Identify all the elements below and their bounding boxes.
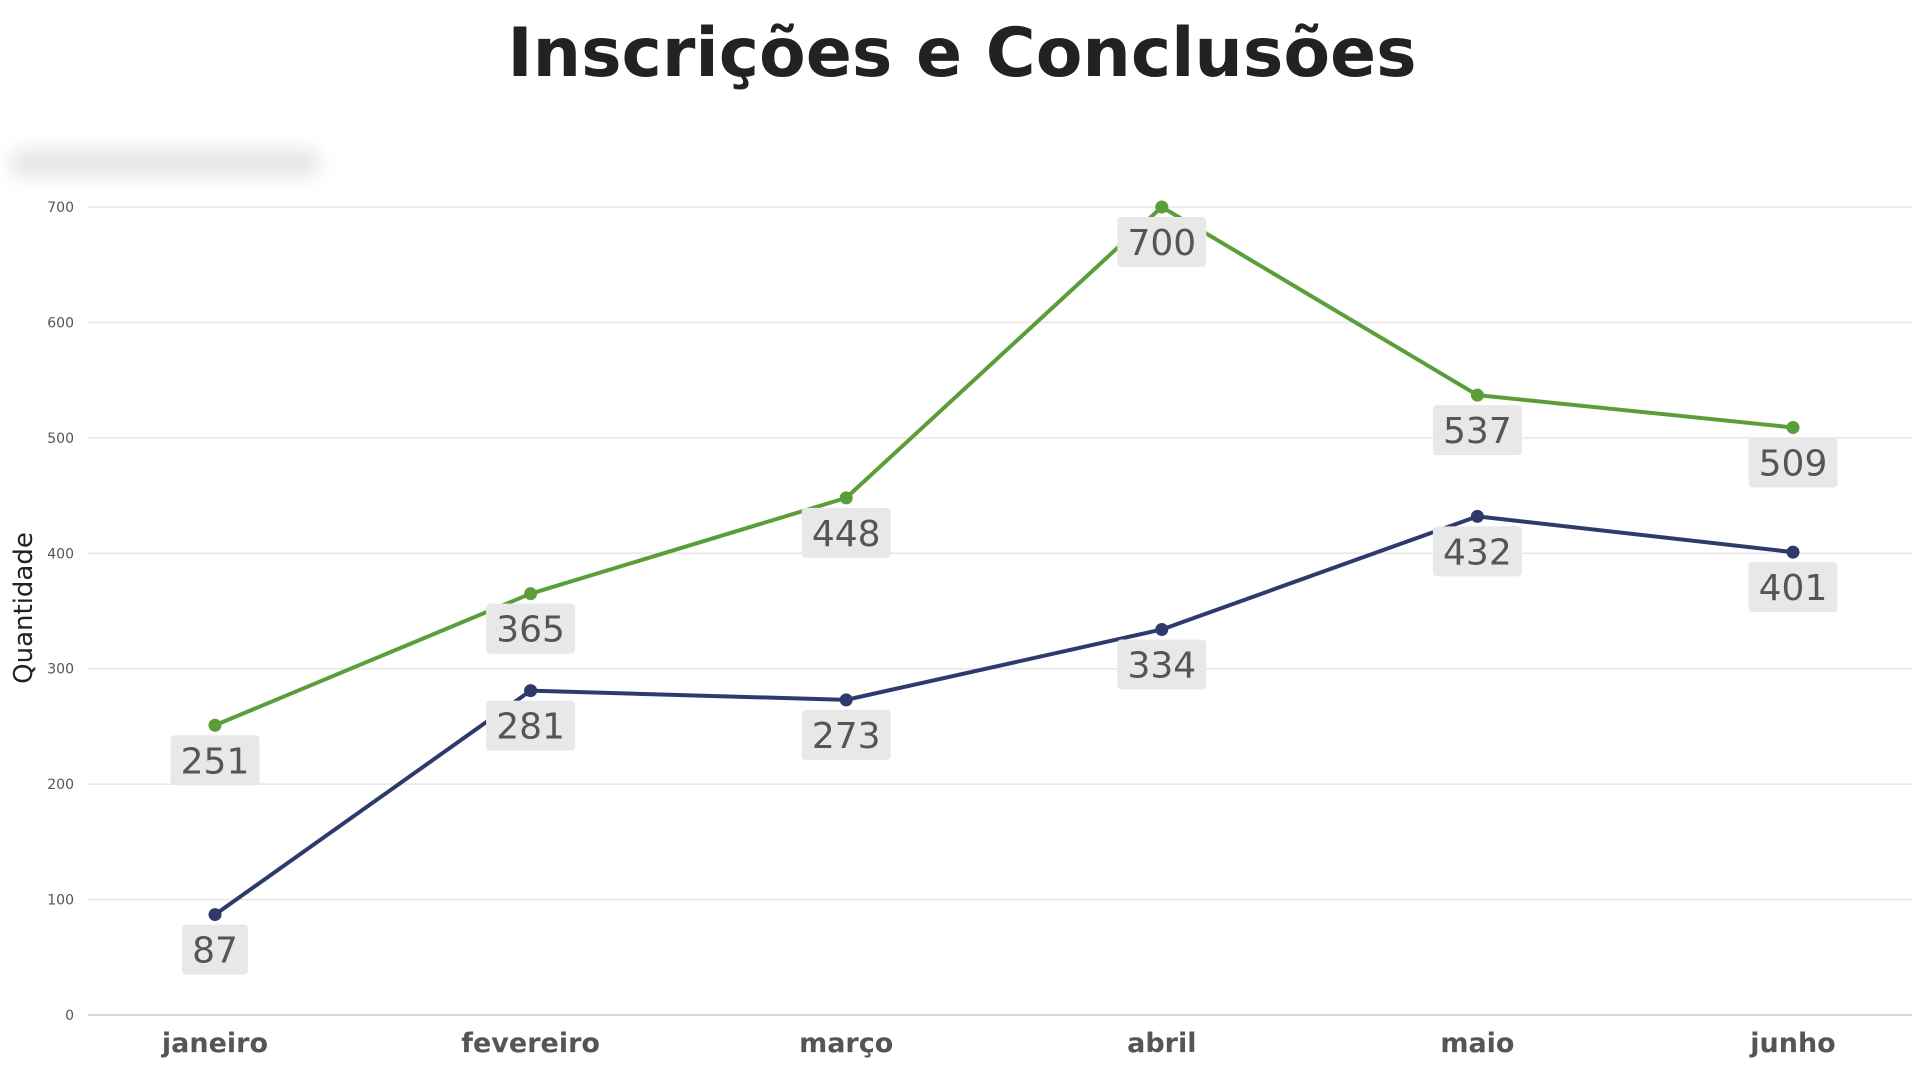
- data-label-box: [1117, 639, 1207, 690]
- chart-title: Inscrições e Conclusões: [507, 14, 1416, 93]
- y-tick-label: 700: [47, 200, 74, 216]
- data-point[interactable]: [208, 908, 222, 922]
- data-point[interactable]: [1470, 388, 1484, 402]
- data-point[interactable]: [839, 693, 853, 707]
- x-tick-label: maio: [1440, 1028, 1514, 1059]
- data-label-box: [801, 709, 891, 760]
- y-tick-label: 300: [47, 662, 74, 678]
- blurred-label: [10, 150, 320, 176]
- data-point[interactable]: [1786, 420, 1800, 434]
- data-label: 401: [1759, 568, 1828, 609]
- data-label-box: [801, 507, 891, 558]
- x-tick-label: fevereiro: [461, 1028, 600, 1059]
- y-axis-ticks: 0 100 200 300 400 500 600 700: [47, 200, 74, 1024]
- x-axis-ticks: janeiro fevereiro março abril maio junho: [161, 1028, 1836, 1059]
- data-label-box: [486, 700, 576, 751]
- y-tick-label: 400: [47, 546, 74, 562]
- data-point[interactable]: [1155, 200, 1169, 214]
- y-tick-label: 0: [65, 1008, 74, 1024]
- data-point[interactable]: [1155, 622, 1169, 636]
- data-labels: 251 365 448 700 537 509 87 281 273 334 432 401: [170, 217, 1838, 975]
- data-label: 251: [181, 741, 250, 782]
- y-tick-label: 100: [47, 893, 74, 909]
- y-tick-label: 600: [47, 315, 74, 331]
- data-point[interactable]: [1470, 509, 1484, 523]
- data-label-box: [486, 603, 576, 654]
- data-point[interactable]: [524, 587, 538, 601]
- data-point[interactable]: [208, 718, 222, 732]
- data-point[interactable]: [1786, 545, 1800, 559]
- data-label-box: [1432, 526, 1522, 577]
- data-label: 537: [1443, 411, 1512, 452]
- data-label: 273: [812, 716, 881, 757]
- x-tick-label: abril: [1127, 1028, 1196, 1059]
- data-label: 365: [496, 610, 565, 651]
- data-label: 448: [812, 514, 881, 555]
- data-label-box: [170, 735, 260, 786]
- series-line-1: [213, 205, 1795, 728]
- data-label-box: [1117, 217, 1207, 267]
- data-label: 432: [1443, 532, 1512, 573]
- data-label: 700: [1127, 223, 1196, 264]
- data-point[interactable]: [524, 684, 538, 698]
- data-label-box: [1432, 405, 1522, 456]
- series-lines: [208, 200, 1800, 922]
- y-axis-label: Quantidade: [9, 532, 39, 684]
- x-tick-label: março: [799, 1028, 893, 1059]
- x-tick-label: janeiro: [161, 1028, 268, 1059]
- data-point[interactable]: [839, 491, 853, 505]
- data-label-box: [182, 924, 248, 975]
- data-label: 334: [1127, 645, 1196, 686]
- data-label: 87: [192, 931, 238, 972]
- series-line-2: [213, 514, 1795, 917]
- data-label-box: [1748, 437, 1838, 488]
- data-label: 281: [496, 707, 565, 748]
- grid-lines: [88, 206, 1912, 1016]
- data-label: 509: [1759, 443, 1828, 484]
- y-tick-label: 500: [47, 431, 74, 447]
- y-tick-label: 200: [47, 777, 74, 793]
- data-label-box: [1748, 562, 1838, 613]
- x-tick-label: junho: [1749, 1028, 1835, 1059]
